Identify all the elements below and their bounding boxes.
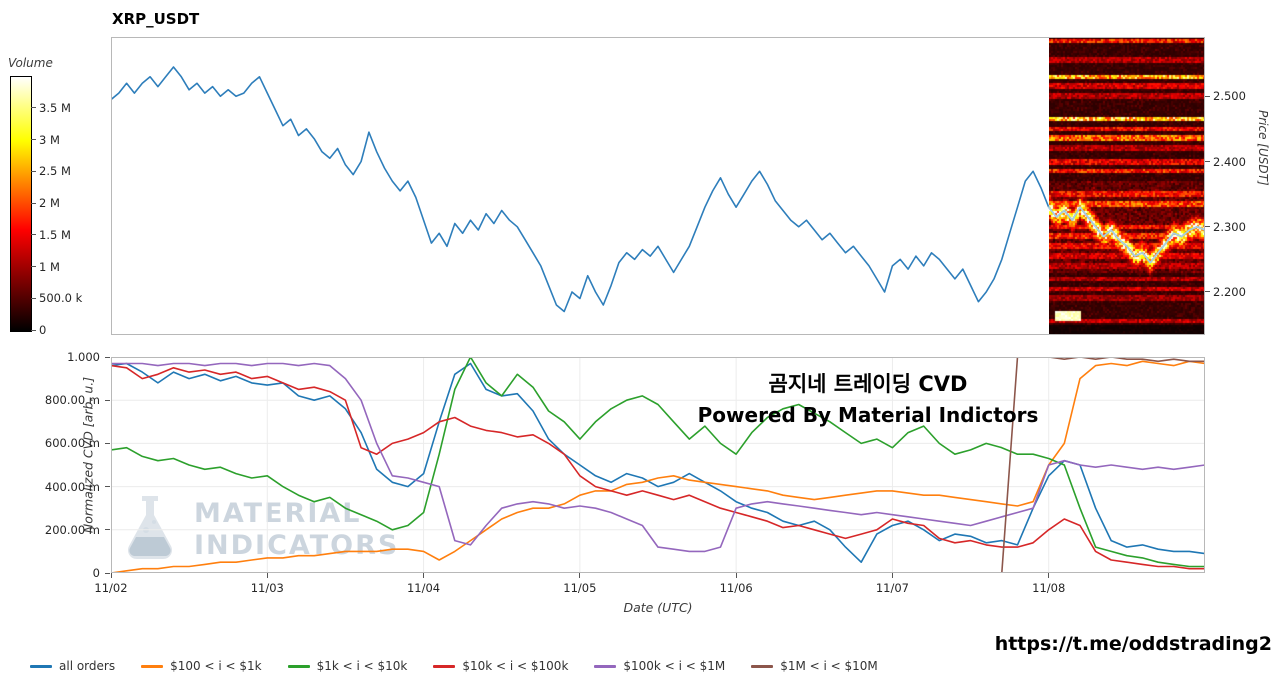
- cvd-tick-mark: [105, 442, 110, 444]
- watermark-line1: MATERIAL: [194, 498, 362, 530]
- price-tick-mark: [1205, 226, 1210, 228]
- legend-label: $100 < i < $1k: [170, 659, 262, 673]
- date-tick-label: 11/08: [1032, 581, 1066, 595]
- flask-icon: [127, 496, 173, 559]
- telegram-url: https://t.me/oddstrading2: [994, 633, 1272, 655]
- page-title: XRP_USDT: [112, 10, 200, 28]
- legend-label: $1M < i < $10M: [780, 659, 878, 673]
- colorbar-tick-mark: [31, 202, 36, 204]
- colorbar-tick-label: 1.5 M: [39, 227, 71, 242]
- cvd-line-plot: [111, 357, 1205, 573]
- price-tick-mark: [1205, 95, 1210, 97]
- date-tick-label: 11/06: [719, 581, 753, 595]
- cvd-chart-panel: [111, 357, 1205, 573]
- legend-item: $100k < i < $1M: [594, 659, 725, 673]
- date-tick-mark: [1048, 573, 1050, 578]
- cvd-tick-mark: [105, 572, 110, 574]
- legend-label: $10k < i < $100k: [462, 659, 569, 673]
- price-tick-label: 2.300: [1213, 219, 1246, 234]
- price-tick-mark: [1205, 291, 1210, 293]
- legend-item: $1k < i < $10k: [287, 659, 408, 673]
- legend-item: $1M < i < $10M: [751, 659, 878, 673]
- colorbar-tick-mark: [31, 297, 36, 299]
- legend-label: $1k < i < $10k: [316, 659, 408, 673]
- legend-label: all orders: [59, 659, 116, 673]
- cvd-tick-label: 600.00 m: [44, 436, 100, 451]
- colorbar-tick-mark: [31, 139, 36, 140]
- price-tick-mark: [1205, 161, 1210, 163]
- legend-swatch: [433, 664, 456, 668]
- colorbar-tick-label: 2 M: [39, 196, 60, 210]
- legend-swatch: [594, 664, 617, 668]
- price-axis-label: Price [USDT]: [1256, 110, 1270, 186]
- date-tick-mark: [110, 573, 112, 578]
- colorbar-tick-mark: [31, 234, 36, 236]
- cvd-tick-mark: [105, 356, 110, 358]
- colorbar-tick-label: 0: [39, 323, 47, 337]
- orderbook-heatmap: [1049, 37, 1205, 335]
- colorbar-tick-mark: [31, 107, 36, 109]
- date-tick-label: 11/02: [94, 581, 128, 595]
- date-tick-label: 11/03: [250, 581, 284, 595]
- cvd-tick-mark: [105, 529, 110, 531]
- price-tick-label: 2.200: [1213, 284, 1246, 299]
- material-indicators-watermark: MATERIAL INDICATORS: [118, 492, 399, 568]
- date-axis-label: Date (UTC): [623, 600, 693, 615]
- legend-item: all orders: [30, 659, 115, 673]
- annotation-korean: 곰지네 트레이딩 CVD: [768, 372, 968, 396]
- date-tick-mark: [735, 573, 737, 578]
- cvd-tick-label: 1.000: [67, 350, 100, 364]
- date-tick-label: 11/04: [406, 581, 441, 595]
- legend-swatch: [287, 664, 310, 668]
- legend-swatch: [751, 664, 774, 668]
- price-line-plot: [111, 37, 1205, 335]
- colorbar-label: Volume: [8, 56, 53, 70]
- cvd-tick-mark: [105, 399, 110, 401]
- legend-label: $100k < i < $1M: [623, 659, 726, 673]
- price-tick-label: 2.500: [1213, 89, 1246, 104]
- cvd-tick-mark: [105, 486, 110, 488]
- colorbar-tick-label: 3 M: [39, 132, 60, 147]
- series-legend: all orders $100 < i < $1k $1k < i < $10k $1…: [30, 659, 878, 673]
- date-tick-mark: [579, 573, 581, 578]
- legend-swatch: [30, 664, 52, 668]
- colorbar-tick-label: 500.0 k: [39, 291, 83, 306]
- date-tick-mark: [891, 573, 893, 578]
- cvd-tick-label: 0: [92, 566, 100, 580]
- legend-item: $10k < i < $100k: [433, 659, 568, 673]
- cvd-tick-label: 800.00 m: [44, 393, 100, 408]
- date-tick-label: 11/07: [875, 581, 909, 595]
- cvd-tick-label: 400.00 m: [44, 479, 100, 494]
- cvd-tick-label: 200.00 m: [44, 522, 100, 537]
- colorbar-tick-label: 3.5 M: [39, 100, 71, 115]
- volume-colorbar: [10, 76, 32, 332]
- date-tick-label: 11/05: [563, 581, 597, 595]
- date-tick-mark: [266, 573, 268, 578]
- date-tick-mark: [423, 573, 425, 578]
- colorbar-tick-label: 2.5 M: [39, 164, 71, 179]
- legend-swatch: [141, 664, 164, 668]
- colorbar-tick-label: 1 M: [39, 259, 60, 274]
- colorbar-tick-mark: [31, 329, 36, 331]
- colorbar-tick-mark: [31, 170, 36, 172]
- colorbar-tick-mark: [31, 266, 36, 267]
- legend-item: $100 < i < $1k: [141, 659, 262, 673]
- price-tick-label: 2.400: [1213, 154, 1246, 169]
- price-chart-panel: [111, 37, 1205, 335]
- annotation-powered-by: Powered By Material Indictors: [697, 403, 1039, 427]
